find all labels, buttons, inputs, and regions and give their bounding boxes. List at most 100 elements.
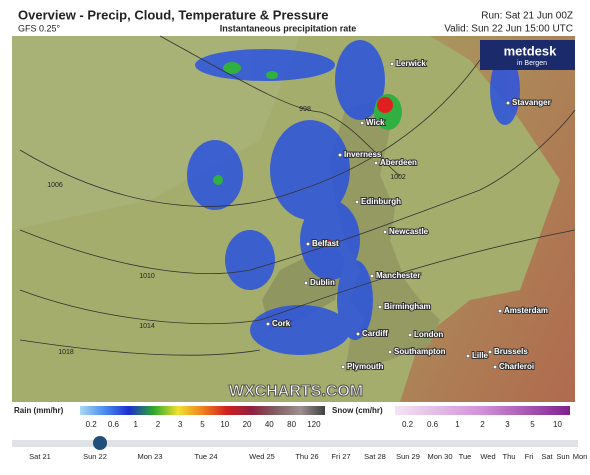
city-label: Manchester — [376, 271, 420, 280]
isobar-label: 998 — [299, 106, 311, 113]
city-dot — [303, 280, 309, 286]
timeline-label[interactable]: Sat 21 — [29, 452, 51, 461]
city-label: Lerwick — [396, 59, 426, 68]
isobar-label: 1010 — [139, 273, 155, 280]
rain-tick-label: 80 — [287, 420, 296, 429]
subtitle: Instantaneous precipitation rate — [220, 23, 357, 33]
rain-tick-label: 0.6 — [108, 420, 120, 429]
rain-tick-label: 3 — [178, 420, 183, 429]
city-label: Stavanger — [512, 98, 551, 107]
city-dot — [354, 199, 360, 205]
timeline-label[interactable]: Fri — [525, 452, 534, 461]
logo-sub: in Bergen — [517, 60, 547, 67]
city-dot — [305, 241, 311, 247]
timeline-label[interactable]: Sun — [556, 452, 569, 461]
city-dot — [505, 100, 511, 106]
isobar-lines — [19, 35, 576, 356]
city-label: Inverness — [344, 150, 382, 159]
precipitation — [187, 40, 520, 355]
city-dot — [369, 273, 375, 279]
continent — [400, 36, 575, 402]
isobar-label: 1002 — [390, 174, 406, 181]
snow-tick-label: 0.6 — [427, 420, 439, 429]
timeline-label[interactable]: Fri 27 — [331, 452, 350, 461]
timeline-label[interactable]: Thu 26 — [295, 452, 318, 461]
city-label: Dublin — [310, 278, 335, 287]
isobar-label: 1006 — [47, 182, 63, 189]
timeline-label[interactable]: Wed 25 — [249, 452, 275, 461]
timeline-track[interactable] — [12, 440, 578, 447]
timeline-label[interactable]: Mon — [573, 452, 588, 461]
snow-tick-label: 0.2 — [402, 420, 414, 429]
timeline-label[interactable]: Mon 30 — [427, 452, 452, 461]
city-dot — [340, 364, 346, 370]
city-label: Lille — [472, 351, 489, 360]
rain-tick-label: 120 — [307, 420, 321, 429]
rain-color-bar — [80, 406, 325, 415]
city-dot — [465, 353, 471, 359]
location-marker — [326, 239, 332, 245]
city-dot — [497, 308, 503, 314]
snow-tick-label: 2 — [480, 420, 485, 429]
timeline-handle[interactable] — [93, 436, 107, 450]
intense-precipitation — [377, 97, 393, 113]
rain-tick-label: 10 — [220, 420, 229, 429]
city-label: Southampton — [394, 347, 446, 356]
valid: Valid: Sun 22 Jun 15:00 UTC — [444, 24, 573, 35]
timeline-label[interactable]: Sat 28 — [364, 452, 386, 461]
rain-tick-label: 0.2 — [86, 420, 98, 429]
rain-tick-label: 5 — [200, 420, 205, 429]
watermark: WXCHARTS.COM — [229, 383, 363, 400]
city-label: Plymouth — [347, 362, 384, 371]
snow-tick-label: 1 — [455, 420, 460, 429]
model: GFS 0.25° — [18, 23, 61, 33]
timeline-label[interactable]: Sun 22 — [83, 452, 107, 461]
city-label: Edinburgh — [361, 197, 401, 206]
city-label: Aberdeen — [380, 158, 417, 167]
city-dot — [389, 61, 395, 67]
city-dot — [359, 120, 365, 126]
timeline-label[interactable]: Tue — [459, 452, 472, 461]
isobar-label: 1014 — [139, 323, 155, 330]
rain-tick-label: 40 — [265, 420, 274, 429]
city-label: Amsterdam — [504, 306, 548, 315]
city-dot — [387, 349, 393, 355]
logo-box — [480, 40, 575, 70]
rain-tick-label: 2 — [156, 420, 161, 429]
title: Overview - Precip, Cloud, Temperature & … — [18, 7, 328, 22]
timeline-label[interactable]: Mon 23 — [137, 452, 162, 461]
timeline-label[interactable]: Tue 24 — [194, 452, 217, 461]
city-dot — [337, 152, 343, 158]
rain-tick-label: 20 — [243, 420, 252, 429]
city-label: Birmingham — [384, 302, 431, 311]
map: metdesk in Bergen WXCHARTS.COM — [12, 35, 576, 402]
snow-tick-label: 10 — [553, 420, 562, 429]
run: Run: Sat 21 Jun 00Z — [481, 11, 573, 22]
city-label: Cork — [272, 319, 291, 328]
isobar-label: 1018 — [58, 349, 74, 356]
city-dot — [407, 332, 413, 338]
city-label: Wick — [366, 118, 385, 127]
snow-color-bar — [395, 406, 570, 415]
city-dot — [492, 364, 498, 370]
city-label: Charleroi — [499, 362, 534, 371]
rain-tick-label: 1 — [133, 420, 138, 429]
timeline-label[interactable]: Wed — [480, 452, 495, 461]
city-label: Cardiff — [362, 329, 388, 338]
snow-tick-label: 3 — [505, 420, 510, 429]
city-dot — [382, 229, 388, 235]
city-label: Newcastle — [389, 227, 429, 236]
rain-legend-label: Rain (mm/hr) — [14, 406, 64, 415]
timeline-label[interactable]: Sat — [541, 452, 553, 461]
city-dot — [355, 331, 361, 337]
city-label: Belfast — [312, 239, 339, 248]
snow-tick-label: 5 — [530, 420, 535, 429]
timeline-label[interactable]: Thu — [503, 452, 516, 461]
timeline-label[interactable]: Sun 29 — [396, 452, 420, 461]
city-dot — [265, 321, 271, 327]
city-dot — [487, 349, 493, 355]
city-dot — [377, 304, 383, 310]
snow-legend-label: Snow (cm/hr) — [332, 406, 383, 415]
